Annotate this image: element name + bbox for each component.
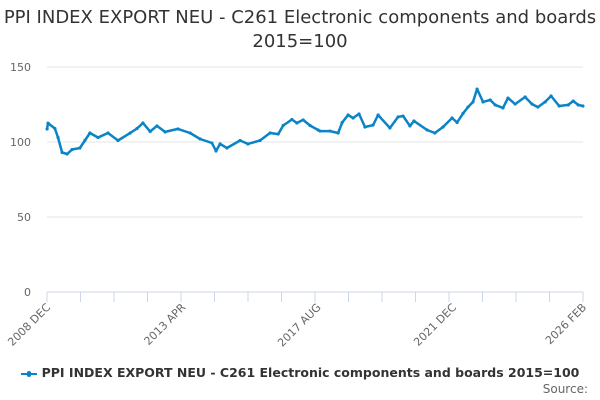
y-tick-label: 150 — [10, 61, 31, 74]
data-point — [258, 138, 262, 143]
data-point — [493, 103, 497, 107]
data-point — [481, 100, 485, 104]
data-point — [301, 118, 305, 122]
data-point — [433, 131, 437, 135]
data-point — [441, 125, 445, 129]
data-point — [450, 116, 454, 120]
data-point — [96, 135, 100, 140]
data-point — [141, 121, 145, 125]
chart-title: PPI INDEX EXPORT NEU - C261 Electronic c… — [3, 7, 597, 52]
data-point — [135, 126, 139, 131]
data-point — [106, 131, 110, 135]
data-point — [155, 124, 159, 128]
y-tick-label: 50 — [17, 211, 31, 224]
data-point — [83, 138, 87, 143]
legend-label: PPI INDEX EXPORT NEU - C261 Electronic c… — [41, 365, 580, 380]
data-point — [276, 132, 280, 136]
data-point — [523, 95, 527, 99]
data-point — [56, 135, 60, 140]
data-point — [513, 102, 517, 106]
data-point — [88, 131, 92, 135]
data-point — [488, 98, 492, 102]
data-point — [290, 117, 294, 122]
data-point — [471, 100, 475, 104]
data-point — [128, 131, 132, 135]
data-point — [268, 131, 272, 135]
data-point — [70, 147, 74, 152]
data-point — [396, 115, 400, 119]
data-point — [412, 119, 416, 123]
data-point — [557, 104, 561, 108]
data-point — [351, 116, 355, 120]
x-tick-label: 2026 FEB — [543, 301, 589, 347]
data-point — [363, 125, 367, 129]
data-point — [549, 94, 553, 98]
data-point — [295, 121, 299, 125]
data-point — [340, 120, 344, 125]
data-point — [336, 131, 340, 135]
data-point — [401, 114, 405, 118]
data-point — [506, 96, 510, 100]
data-point — [238, 138, 242, 143]
data-point — [308, 123, 312, 128]
data-point — [388, 126, 392, 130]
data-point — [246, 142, 250, 146]
x-tick-label: 2008 DEC — [5, 301, 53, 349]
data-point — [198, 137, 202, 141]
data-point — [225, 146, 229, 150]
data-point — [425, 128, 429, 132]
x-tick-label: 2021 DEC — [411, 301, 459, 349]
data-point — [455, 120, 459, 125]
y-tick-label: 0 — [24, 286, 31, 299]
data-point — [214, 149, 218, 153]
data-point — [461, 111, 465, 116]
data-point — [281, 123, 285, 128]
data-point — [536, 105, 540, 109]
data-point — [218, 142, 222, 146]
legend-line-marker-icon — [20, 370, 37, 377]
data-point — [148, 129, 152, 134]
data-point — [65, 152, 69, 156]
data-point — [376, 113, 380, 117]
data-point — [501, 106, 505, 110]
data-point — [371, 123, 375, 127]
data-point — [78, 146, 82, 150]
data-point — [163, 130, 167, 134]
data-point — [346, 113, 350, 117]
data-point — [53, 126, 57, 131]
data-point — [543, 100, 547, 104]
data-point — [408, 124, 412, 128]
data-point — [60, 150, 64, 155]
data-point — [466, 105, 470, 109]
data-point — [566, 103, 570, 107]
data-point — [318, 129, 322, 133]
legend-item[interactable]: PPI INDEX EXPORT NEU - C261 Electronic c… — [0, 365, 600, 380]
x-tick-label: 2017 AUG — [275, 301, 324, 350]
data-point — [581, 104, 585, 108]
data-point — [116, 138, 120, 143]
data-point — [571, 99, 575, 103]
y-tick-label: 100 — [10, 136, 31, 149]
data-point — [576, 103, 580, 107]
data-point — [188, 131, 192, 135]
data-point — [530, 102, 534, 106]
data-point — [45, 127, 49, 131]
data-point — [357, 112, 361, 116]
data-point — [46, 121, 50, 125]
x-tick-label: 2013 APR — [142, 301, 189, 348]
source-label: Source: — [542, 382, 588, 396]
series-line — [45, 87, 584, 156]
data-point — [475, 87, 479, 91]
data-point — [210, 141, 214, 145]
data-point — [328, 129, 332, 133]
data-point — [176, 127, 180, 131]
